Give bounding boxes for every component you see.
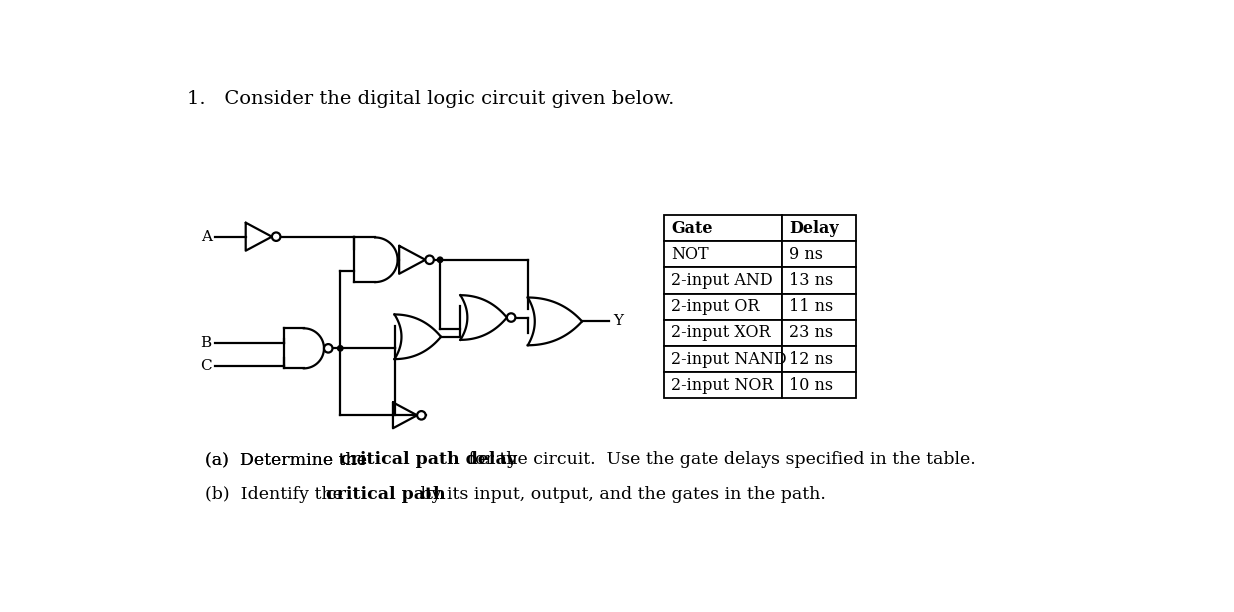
Bar	[664, 215, 782, 241]
Text: B: B	[200, 336, 211, 350]
Circle shape	[417, 411, 426, 420]
Bar	[782, 267, 855, 294]
Circle shape	[437, 257, 443, 263]
Text: Gate: Gate	[671, 220, 713, 237]
Text: Delay: Delay	[789, 220, 839, 237]
Circle shape	[325, 344, 332, 353]
Bar	[664, 346, 782, 372]
Circle shape	[338, 346, 343, 351]
Text: 11 ns: 11 ns	[789, 298, 833, 315]
Text: 10 ns: 10 ns	[789, 377, 833, 394]
Text: critical path delay: critical path delay	[341, 452, 517, 468]
Bar	[782, 215, 855, 241]
Text: for the circuit.  Use the gate delays specified in the table.: for the circuit. Use the gate delays spe…	[463, 452, 975, 468]
Text: 2-input XOR: 2-input XOR	[671, 324, 771, 341]
Text: 23 ns: 23 ns	[789, 324, 833, 341]
Text: (a)  Determine the: (a) Determine the	[205, 452, 373, 468]
Text: 2-input NAND: 2-input NAND	[671, 351, 787, 368]
Bar	[782, 241, 855, 267]
Text: 1.   Consider the digital logic circuit given below.: 1. Consider the digital logic circuit gi…	[186, 91, 674, 108]
Bar	[664, 320, 782, 346]
Text: 12 ns: 12 ns	[789, 351, 833, 368]
Bar	[664, 294, 782, 320]
Text: 2-input AND: 2-input AND	[671, 272, 772, 289]
Text: 2-input NOR: 2-input NOR	[671, 377, 774, 394]
Text: C: C	[200, 359, 211, 373]
Text: 9 ns: 9 ns	[789, 246, 823, 263]
Bar	[782, 294, 855, 320]
Text: NOT: NOT	[671, 246, 708, 263]
Circle shape	[271, 233, 280, 241]
Text: 2-input OR: 2-input OR	[671, 298, 760, 315]
Bar	[664, 372, 782, 398]
Bar	[664, 267, 782, 294]
Text: Y: Y	[613, 315, 623, 329]
Bar	[782, 346, 855, 372]
Text: (b)  Identify the: (b) Identify the	[205, 486, 348, 503]
Bar	[782, 372, 855, 398]
Circle shape	[426, 256, 434, 264]
Text: critical path: critical path	[326, 486, 445, 503]
Text: (a)  Determine the ​critical path delay​ for the circuit.  Use the gate delays s: (a) Determine the ​critical path delay​ …	[205, 452, 1044, 468]
Circle shape	[507, 313, 516, 322]
Bar	[782, 320, 855, 346]
Text: by its input, output, and the gates in the path.: by its input, output, and the gates in t…	[415, 486, 826, 503]
Text: A: A	[201, 230, 211, 244]
Text: (a)  Determine the: (a) Determine the	[205, 452, 373, 468]
Bar	[664, 241, 782, 267]
Text: 13 ns: 13 ns	[789, 272, 833, 289]
